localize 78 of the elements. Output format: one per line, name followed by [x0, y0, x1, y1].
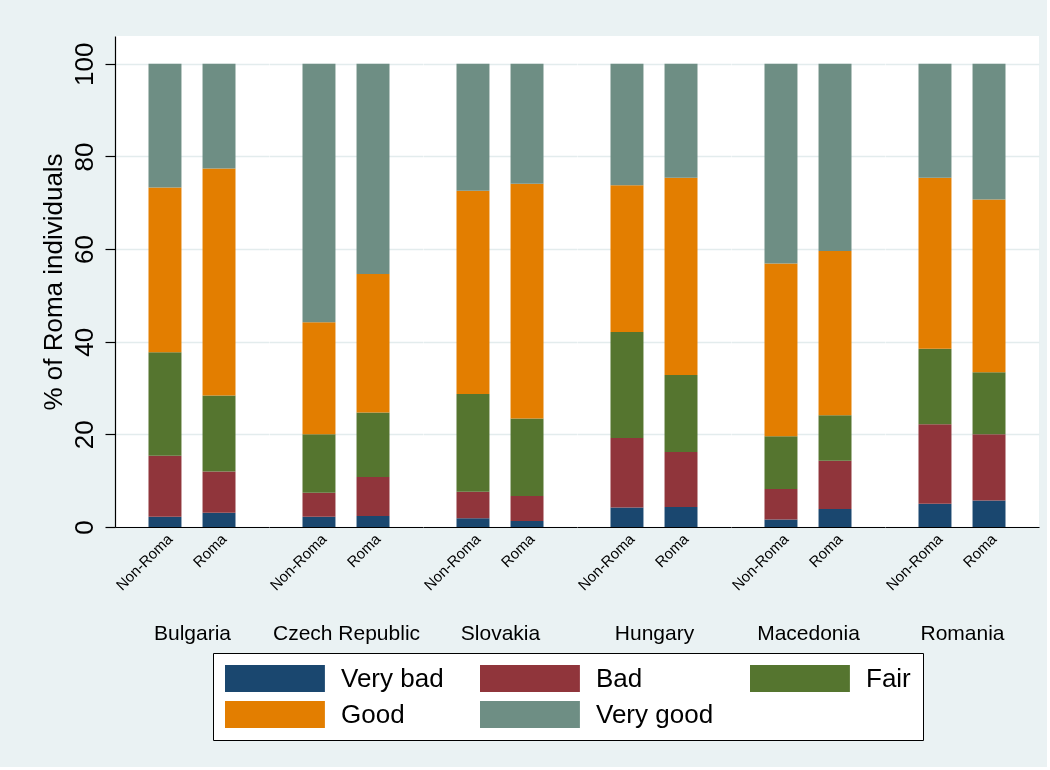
- y-tick-label: 40: [68, 327, 99, 357]
- bar: [202, 63, 236, 169]
- bar: [510, 495, 544, 521]
- bar: [356, 476, 390, 516]
- y-tick-label: 20: [68, 420, 99, 450]
- bar: [972, 500, 1006, 527]
- legend-label: Good: [341, 698, 405, 729]
- bar: [510, 418, 544, 496]
- x-axis-title: Slovakia: [460, 621, 541, 645]
- bar: [818, 415, 852, 461]
- bar: [356, 274, 390, 413]
- bar: [610, 331, 644, 439]
- x-axis-title: Czech Republic: [272, 621, 421, 645]
- bar: [918, 63, 952, 178]
- bar: [456, 518, 490, 527]
- legend-label: Fair: [866, 662, 912, 693]
- y-axis-title: % of Roma individuals: [37, 153, 68, 411]
- legend-label: Very good: [596, 698, 714, 729]
- bar: [818, 250, 852, 416]
- bar: [202, 471, 236, 513]
- bar: [610, 507, 644, 527]
- bar: [148, 352, 182, 456]
- bar: [302, 63, 336, 323]
- bar: [302, 434, 336, 493]
- bar: [818, 460, 852, 509]
- bar: [764, 63, 798, 264]
- bar: [918, 177, 952, 349]
- bar: [456, 190, 490, 395]
- bar: [302, 516, 336, 527]
- bar: [510, 183, 544, 419]
- legend-label: Very bad: [341, 662, 444, 693]
- bar: [302, 492, 336, 517]
- bar: [148, 63, 182, 188]
- bar: [764, 489, 798, 520]
- bar: [664, 63, 698, 178]
- y-tick-label: 0: [68, 520, 99, 535]
- bar: [972, 199, 1006, 373]
- bar: [818, 63, 852, 251]
- bar: [456, 394, 490, 492]
- bar: [918, 424, 952, 504]
- bar: [610, 438, 644, 508]
- bar: [148, 516, 182, 527]
- x-axis-title: Romania: [920, 621, 1005, 645]
- bar: [148, 455, 182, 517]
- bar: [764, 436, 798, 490]
- bar: [664, 375, 698, 452]
- x-axis-title: Bulgaria: [153, 621, 232, 645]
- bar: [610, 63, 644, 186]
- y-tick-label: 100: [68, 42, 99, 86]
- bar: [202, 512, 236, 527]
- bar: [972, 63, 1006, 200]
- bar: [918, 503, 952, 527]
- bar: [202, 168, 236, 396]
- y-tick-label: 60: [68, 235, 99, 265]
- bar: [664, 177, 698, 376]
- bar: [764, 519, 798, 527]
- bar: [202, 395, 236, 472]
- bar: [972, 434, 1006, 501]
- bar: [356, 515, 390, 527]
- bar: [972, 372, 1006, 435]
- bar: [356, 63, 390, 275]
- bar: [510, 520, 544, 527]
- bar: [356, 412, 390, 477]
- x-axis-title: Macedonia: [757, 621, 861, 645]
- legend-label: Bad: [596, 662, 643, 693]
- bar: [764, 263, 798, 437]
- bar: [664, 507, 698, 527]
- bar: [818, 508, 852, 527]
- y-tick-label: 80: [68, 142, 99, 172]
- bar: [610, 185, 644, 332]
- bar: [664, 451, 698, 508]
- bar: [456, 491, 490, 519]
- bar: [456, 63, 490, 191]
- bar: [302, 322, 336, 435]
- bar: [148, 187, 182, 353]
- x-axis-title: Hungary: [614, 621, 695, 645]
- bar: [510, 63, 544, 184]
- bar: [918, 348, 952, 425]
